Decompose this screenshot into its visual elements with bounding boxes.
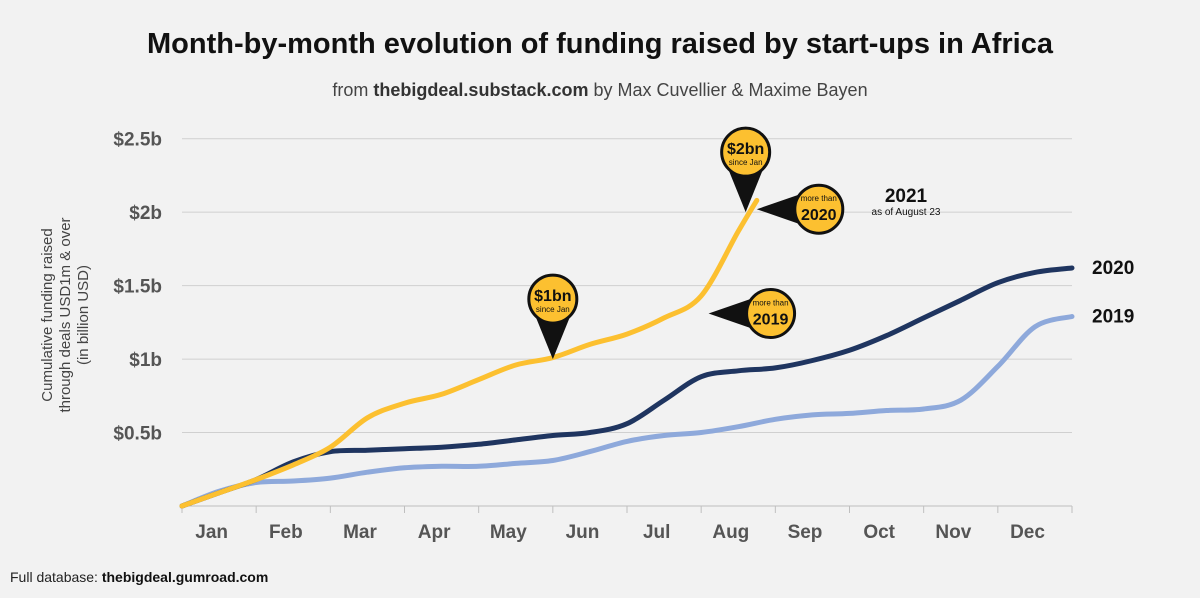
footer-label: Full database: xyxy=(10,569,102,585)
series-label-2021: 2021 xyxy=(885,186,928,207)
series-line-2019 xyxy=(179,314,1075,509)
y-tick-label: $1.5b xyxy=(113,277,162,298)
subtitle-prefix: from xyxy=(332,80,374,100)
y-tick-label: $1b xyxy=(129,350,162,371)
pin-caption: since Jan xyxy=(536,305,570,314)
series-line-2021 xyxy=(179,197,760,509)
line-layer xyxy=(179,197,1075,509)
x-tick-label: Jun xyxy=(566,522,600,543)
x-tick-label: Aug xyxy=(712,522,749,543)
bubble-circle xyxy=(745,288,797,340)
y-axis-title-line: Cumulative funding raised xyxy=(39,228,56,401)
y-tick-label: $2b xyxy=(129,203,162,224)
y-tick-label: $0.5b xyxy=(113,424,162,445)
bubble-caption: more than xyxy=(801,194,837,203)
y-axis-title-line: (in billion USD) xyxy=(75,265,92,365)
x-tick-label: Mar xyxy=(343,522,377,543)
bubble-caption: more than xyxy=(753,299,789,308)
chart-subtitle: from thebigdeal.substack.com by Max Cuve… xyxy=(0,80,1200,101)
x-tick-label: Apr xyxy=(418,522,451,543)
x-tick-label: Jul xyxy=(643,522,670,543)
grid-layer xyxy=(182,138,1072,434)
comparison-bubble: more than 2020 xyxy=(756,183,845,235)
footer-link[interactable]: thebigdeal.gumroad.com xyxy=(101,569,269,585)
x-tick-label: Sep xyxy=(788,522,823,543)
pin-circle xyxy=(527,273,579,325)
pin-value: $2bn xyxy=(727,141,764,158)
bubble-circle xyxy=(793,183,845,235)
y-axis-title-line: through deals USD1m & over xyxy=(57,217,74,412)
bubble-value: 2019 xyxy=(753,312,789,329)
x-tick-label: Nov xyxy=(935,522,971,543)
chart-title: Month-by-month evolution of funding rais… xyxy=(147,28,1053,60)
pin-tail xyxy=(535,317,570,360)
pin-caption: since Jan xyxy=(729,158,763,167)
pin-value: $1bn xyxy=(534,288,571,305)
y-axis-title: Cumulative funding raisedthrough deals U… xyxy=(39,217,92,412)
comparison-bubble: more than 2019 xyxy=(708,288,797,340)
subtitle-site: thebigdeal.substack.com xyxy=(373,80,589,100)
x-tick-label: Jan xyxy=(195,522,228,543)
subtitle-suffix: by Max Cuvellier & Maxime Bayen xyxy=(588,80,868,100)
pin-circle xyxy=(720,126,772,178)
bubble-value: 2020 xyxy=(801,207,837,224)
series-label-2019: 2019 xyxy=(1092,306,1134,327)
series-sublabel-2021: as of August 23 xyxy=(872,207,941,218)
y-tick-label: $2.5b xyxy=(113,130,162,151)
x-tick-label: Oct xyxy=(863,522,895,543)
pin-tail xyxy=(728,170,763,213)
axis-layer: $0.5b $1b $1.5b $2b $2.5b Jan Feb Mar Apr May Jun J… xyxy=(39,130,1073,543)
x-tick-label: Feb xyxy=(269,522,303,543)
series-label-2020: 2020 xyxy=(1092,258,1134,279)
footer-note: Full database: thebigdeal.gumroad.com xyxy=(10,569,268,585)
x-tick-label: Dec xyxy=(1010,522,1045,543)
x-tick-label: May xyxy=(490,522,527,543)
series-line-2020 xyxy=(179,265,1075,509)
